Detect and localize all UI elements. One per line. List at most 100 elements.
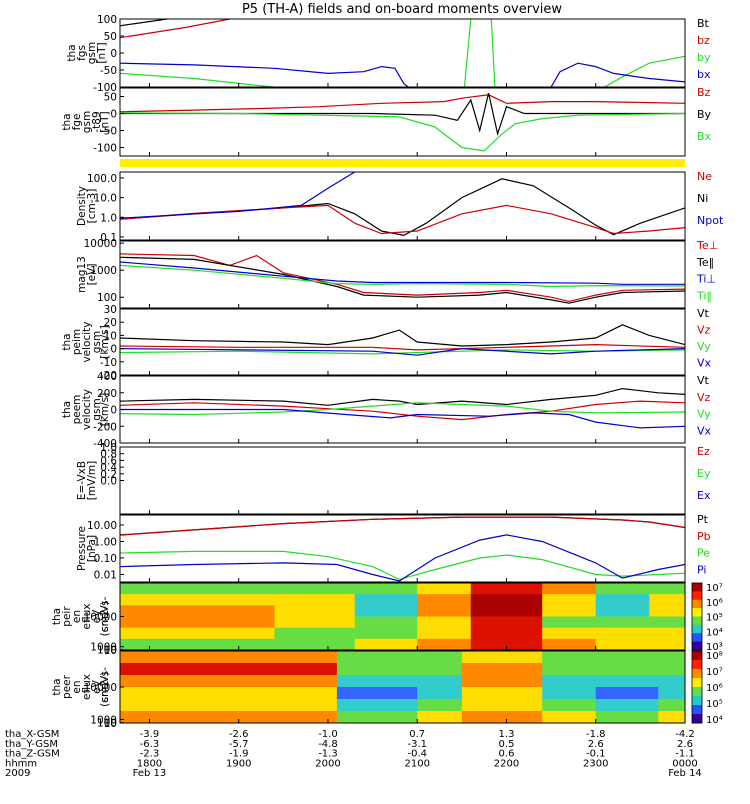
y-tick-label: 0.6 [100, 455, 117, 467]
spectrogram-cell [417, 605, 472, 617]
colorbar-segment [692, 678, 702, 688]
spectrogram-cell [595, 605, 650, 617]
spectrogram-cell [658, 651, 686, 664]
legend-bx: bx [697, 68, 711, 81]
y-axis-label: peir [61, 606, 73, 627]
spectrogram-cell [461, 675, 543, 688]
spectrogram-cell [274, 605, 356, 617]
y-tick-label: 100 [97, 292, 117, 304]
series-line-peem-Vy [120, 402, 685, 416]
series-line-peim-Vx [120, 347, 685, 356]
y-axis-label: fgs [76, 45, 88, 61]
x-tick-label: -4.8 [318, 739, 338, 750]
y-tick-label: -200 [93, 421, 117, 433]
y-axis-label: sr-eV) [99, 672, 111, 703]
x-tick-label: Feb 13 [133, 768, 167, 779]
spectrogram-cell [470, 627, 543, 640]
spectrogram-cell [417, 675, 463, 688]
spectrogram-cell [120, 663, 338, 676]
x-tick-label: -0.1 [586, 749, 606, 760]
spectrogram-cell [336, 663, 418, 676]
legend-Vy: Vy [697, 408, 711, 421]
y-tick-label: 0.4 [100, 462, 117, 474]
spectrogram-cell [470, 616, 543, 629]
legend-Vy: Vy [697, 340, 711, 353]
spectrogram-cell [649, 638, 686, 651]
y-axis-label: velocity [81, 389, 93, 430]
x-tick-label: -1.9 [229, 749, 249, 760]
legend-Pt: Pt [697, 513, 709, 526]
legend-Ey: Ey [697, 467, 711, 480]
y-tick-label: -10 [100, 357, 117, 369]
panel-frame-density [119, 171, 686, 241]
y-axis-label: Density [76, 186, 88, 226]
x-tick-label: -0.4 [407, 749, 427, 760]
colorbar-segment [692, 624, 702, 634]
y-axis-label: gsm [86, 42, 98, 64]
legend-Vx: Vx [697, 424, 712, 437]
spectrogram-cell [542, 651, 597, 664]
legend-Vz: Vz [697, 391, 711, 404]
y-tick-label: 0.2 [100, 469, 117, 481]
y-axis-label: gsm [91, 398, 103, 420]
plot-title: P5 (TH-A) fields and on-board moments ov… [242, 2, 562, 17]
spectrogram-cell [470, 605, 543, 617]
spectrogram-cell [470, 583, 543, 595]
x-tick-label: -1.3 [318, 749, 338, 760]
y-axis-label: [cm-3] [86, 189, 98, 224]
spectrogram-cell [649, 583, 686, 595]
spectrogram-cell [417, 638, 472, 651]
x-tick-label: -1.1 [675, 749, 695, 760]
spectrogram-cell [595, 651, 659, 664]
x-tick-label: 0.5 [499, 739, 515, 750]
y-axis-label: velocity [81, 321, 93, 362]
y-axis-label: en [71, 610, 83, 623]
y-tick-label: 100 [97, 645, 117, 657]
x-tick-label: 0.7 [409, 729, 425, 740]
series-line-fgs-bz [120, 19, 230, 39]
panel-frame-temp [119, 240, 686, 309]
y-axis-label: tha [61, 401, 73, 418]
colorbar-segment [692, 705, 702, 715]
spectrogram-cell [120, 675, 338, 688]
colorbar-segment [692, 669, 702, 679]
spectrogram-cell [595, 711, 659, 724]
x-axis-row-label: 2009 [5, 768, 30, 779]
legend-Ex: Ex [697, 489, 711, 502]
series-line-temp-Te⊥ [120, 253, 685, 303]
panel-frame-peim [119, 308, 686, 376]
legend-bz: bz [697, 34, 710, 47]
spectrogram-cell [649, 594, 686, 606]
spectrogram-cell [542, 616, 597, 629]
spectrogram-cell [336, 651, 418, 664]
y-axis-label: eV [91, 679, 103, 693]
x-tick-label: -6.3 [140, 739, 160, 750]
y-axis-label: gsm [81, 111, 93, 133]
y-axis-label: eflux [81, 674, 93, 700]
y-tick-label: 0 [110, 405, 117, 417]
y-tick-label: 1.00 [94, 536, 117, 548]
y-tick-label: 50 [104, 31, 117, 43]
y-tick-label: 10000 [84, 238, 117, 250]
y-tick-label: 0.01 [94, 569, 117, 581]
spectrogram-cell [542, 627, 597, 640]
y-axis-label: en [71, 680, 83, 693]
spectrogram-cell [354, 627, 418, 640]
y-tick-label: 20 [104, 317, 117, 329]
spectrogram-cell [542, 594, 597, 606]
spectrogram-cell [417, 663, 463, 676]
spectrogram-cell [595, 594, 650, 606]
y-tick-label: 50 [104, 92, 117, 104]
spectrogram-cell [595, 616, 650, 629]
colorbar-segment [692, 616, 702, 626]
spectrogram-cell [542, 583, 597, 595]
spectrogram-cell [542, 663, 597, 676]
y-axis-label: [nT] [99, 111, 111, 132]
y-axis-label: (cm2-s- [99, 667, 111, 707]
series-line-pressure-Pi [120, 534, 685, 582]
x-tick-label: 2.6 [588, 739, 604, 750]
spectrogram-cell [595, 627, 650, 640]
spectrogram-cell [595, 663, 659, 676]
y-tick-label: 0.0 [100, 476, 117, 488]
y-axis-label: Pressure [76, 526, 88, 571]
